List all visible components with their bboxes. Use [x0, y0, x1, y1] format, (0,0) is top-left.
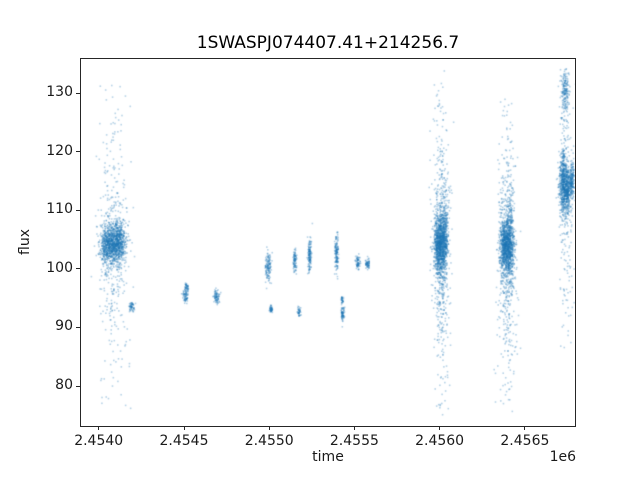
y-tick-mark: [76, 151, 80, 153]
x-axis-label: time: [312, 449, 344, 465]
y-tick-label: 100: [46, 259, 73, 276]
y-tick-mark: [76, 209, 80, 211]
x-tick-mark: [98, 426, 100, 430]
y-tick-label: 110: [46, 201, 73, 218]
y-tick-mark: [76, 385, 80, 387]
x-axis-offset-label: 1e6: [549, 449, 576, 465]
x-tick-mark: [268, 426, 270, 430]
x-tick-mark: [439, 426, 441, 430]
x-tick-mark: [524, 426, 526, 430]
y-axis-label: flux: [17, 229, 33, 256]
x-tick-label: 2.4565: [500, 433, 550, 449]
y-tick-mark: [76, 268, 80, 270]
x-tick-mark: [353, 426, 355, 430]
y-tick-label: 120: [46, 142, 73, 159]
chart-title: 1SWASPJ074407.41+214256.7: [196, 33, 460, 53]
x-tick-label: 2.4560: [415, 433, 465, 449]
x-tick-label: 2.4540: [74, 433, 124, 449]
scatter-plot-canvas: [80, 58, 576, 427]
y-tick-label: 90: [55, 318, 73, 335]
x-tick-label: 2.4555: [329, 433, 379, 449]
x-tick-label: 2.4550: [244, 433, 294, 449]
x-tick-label: 2.4545: [159, 433, 209, 449]
y-tick-mark: [76, 326, 80, 328]
y-tick-label: 130: [46, 84, 73, 101]
y-tick-label: 80: [55, 377, 73, 393]
y-tick-mark: [76, 92, 80, 94]
x-tick-mark: [183, 426, 185, 430]
